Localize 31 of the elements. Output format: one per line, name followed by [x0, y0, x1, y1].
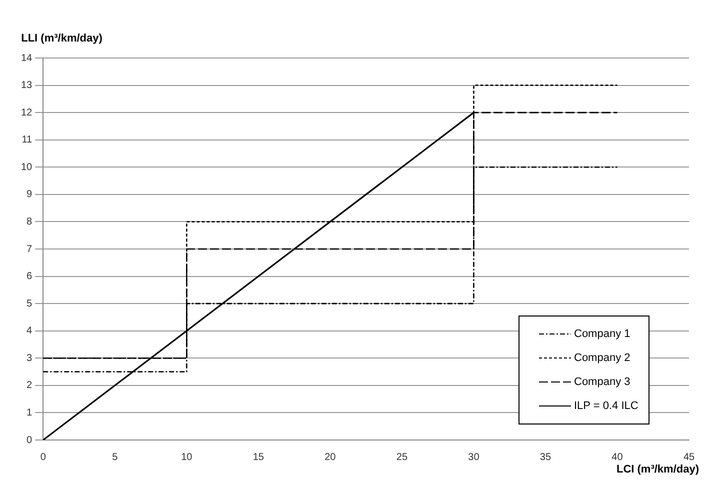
y-tick-label: 9 [26, 189, 33, 200]
y-tick-label: 8 [26, 216, 33, 228]
legend-label: Company 1 [574, 328, 630, 340]
y-tick-label: 6 [26, 271, 33, 282]
y-tick-label: 10 [21, 162, 33, 173]
x-tick-label: 35 [540, 452, 552, 463]
y-tick-label: 4 [26, 326, 33, 337]
y-tick-label: 12 [21, 107, 33, 118]
legend-label: Company 3 [574, 376, 630, 388]
x-tick-label: 30 [468, 452, 480, 463]
x-axis-title: LCI (m³/km/day) [616, 464, 700, 476]
x-tick-label: 45 [683, 452, 695, 463]
y-tick-label: 3 [26, 352, 33, 364]
y-tick-label: 7 [26, 244, 33, 255]
y-tick-label: 13 [21, 80, 33, 92]
x-tick-label: 20 [324, 452, 336, 463]
y-tick-label: 14 [21, 52, 33, 64]
y-tick-label: 11 [22, 134, 33, 146]
x-tick-label: 40 [612, 452, 624, 463]
legend-label: Company 2 [574, 352, 630, 364]
y-tick-label: 2 [26, 380, 33, 392]
y-tick-label: 5 [26, 298, 33, 310]
x-tick-label: 25 [396, 452, 408, 463]
x-tick-label: 10 [181, 452, 193, 463]
y-tick-label: 0 [26, 434, 33, 446]
x-tick-label: 5 [112, 452, 118, 463]
y-axis-title: LLI (m³/km/day) [21, 32, 103, 45]
x-tick-label: 15 [252, 452, 264, 463]
legend-label: ILP = 0.4 ILC [574, 400, 638, 412]
y-tick-label: 1 [26, 407, 33, 418]
x-tick-label: 0 [40, 452, 46, 463]
